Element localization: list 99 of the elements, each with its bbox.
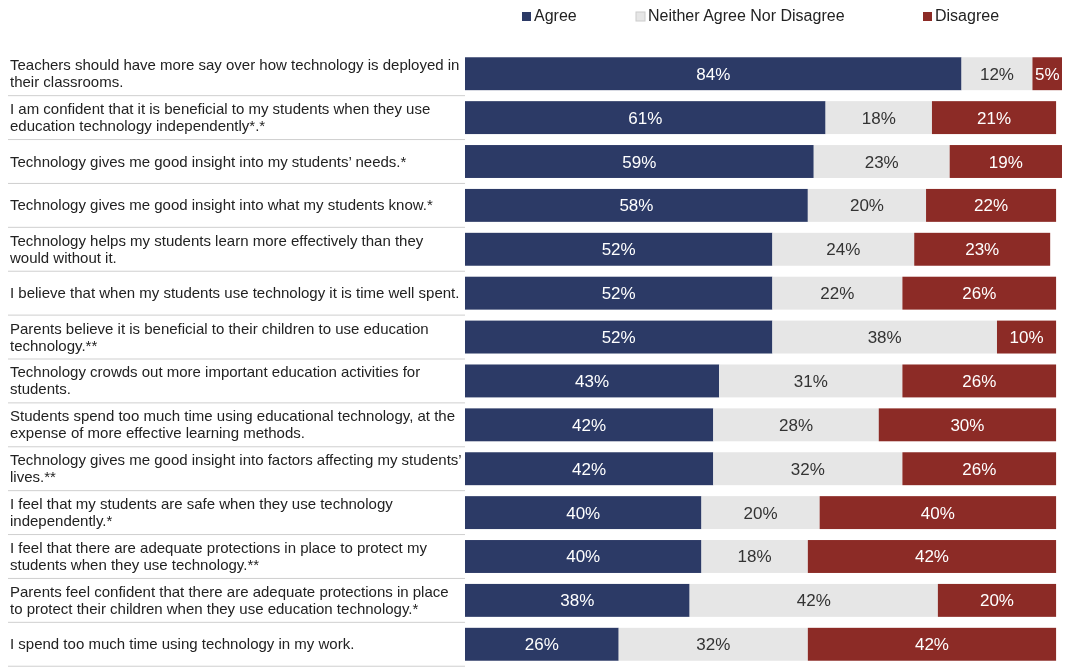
bar	[465, 232, 773, 266]
data-label: 58%	[619, 196, 654, 216]
data-label: 26%	[962, 284, 997, 304]
data-label: 12%	[979, 64, 1014, 84]
y-tick-label: I feel that there are adequate protections in place to protect my students when they use technology.**	[10, 539, 428, 573]
bar	[465, 540, 702, 573]
data-label: 22%	[820, 284, 855, 304]
data-label: 52%	[601, 328, 636, 348]
data-label: 18%	[861, 108, 896, 128]
y-tick-label: Technology gives me good insight into what my students know.*	[10, 196, 433, 214]
data-label: 40%	[920, 503, 955, 523]
bar	[937, 583, 1057, 617]
data-label: 18%	[737, 547, 772, 567]
y-tick-label: Technology helps my students learn more effectively than they would without it.	[9, 231, 424, 266]
bar	[878, 408, 1057, 442]
bar	[465, 452, 714, 486]
data-label: 5%	[1034, 64, 1060, 84]
legend-label: Neither Agree Nor Disagree	[648, 7, 845, 24]
bar	[902, 364, 1057, 398]
data-label: 20%	[849, 196, 884, 216]
bar	[465, 627, 619, 661]
bar	[961, 57, 1033, 91]
data-label: 42%	[572, 459, 607, 479]
bar	[465, 320, 773, 354]
data-label: 42%	[914, 635, 949, 655]
bar	[807, 627, 1057, 661]
bar	[772, 276, 903, 310]
data-label: 38%	[867, 328, 902, 348]
bar	[819, 496, 1057, 530]
y-tick-label: I am confident that it is beneficial to my students when they use education technology independently*.*	[10, 100, 431, 135]
bar	[949, 145, 1062, 178]
data-label: 40%	[566, 503, 601, 523]
bar	[902, 276, 1057, 310]
data-label: 26%	[962, 459, 997, 479]
data-label: 28%	[778, 415, 814, 435]
data-label: 43%	[575, 371, 610, 391]
bar	[689, 583, 938, 617]
data-label: 42%	[572, 415, 607, 435]
data-label: 26%	[524, 635, 559, 655]
data-label: 20%	[979, 591, 1014, 611]
y-tick-label: Parents feel confident that there are adequate protections in place to protect their children when they use education technology.*	[10, 582, 449, 617]
data-label: 38%	[560, 591, 595, 611]
bar	[713, 452, 903, 486]
legend-label: Agree	[534, 7, 577, 24]
data-label: 52%	[601, 240, 636, 260]
data-label: 32%	[696, 635, 731, 655]
data-label: 22%	[974, 196, 1009, 216]
bar	[465, 57, 962, 91]
data-label: 24%	[826, 240, 861, 260]
bar	[465, 583, 690, 617]
data-label: 32%	[790, 459, 825, 479]
y-tick-label: I feel that my students are safe when they use technology independently.*	[10, 495, 394, 530]
data-label: 59%	[622, 152, 657, 172]
y-tick-label: I believe that when my students use technology it is time well spent.	[10, 284, 460, 302]
data-label: 52%	[601, 284, 636, 304]
bar	[719, 364, 903, 398]
y-tick-label: Parents believe it is beneficial to their children to use education technology.**	[10, 319, 429, 354]
bar	[465, 188, 808, 222]
data-label: 23%	[965, 240, 1000, 260]
data-label: 40%	[566, 547, 601, 567]
y-tick-label: Technology gives me good insight into my students’ needs.*	[10, 152, 407, 170]
bar	[465, 276, 773, 310]
bar	[465, 408, 714, 442]
y-tick-label: Technology gives me good insight into factors affecting my students’ lives.**	[10, 451, 462, 486]
data-label: 20%	[743, 503, 778, 523]
bar	[465, 364, 720, 398]
bar	[772, 320, 997, 354]
bar	[813, 145, 950, 178]
bar	[807, 188, 927, 222]
data-label: 21%	[977, 108, 1012, 128]
bar	[772, 232, 915, 266]
data-label: 42%	[914, 547, 949, 567]
bar	[914, 232, 1051, 266]
bar	[807, 540, 1057, 573]
legend-label: Disagree	[935, 7, 1000, 24]
bar	[701, 496, 820, 530]
data-label: 30%	[950, 415, 985, 435]
y-tick-label: Technology crowds out more important education activities for students.	[10, 363, 421, 398]
y-tick-label: Students spend too much time using educational technology, at the expense of more effective learning methods.	[10, 407, 456, 442]
data-label: 26%	[962, 371, 997, 391]
bar	[618, 627, 808, 661]
bar	[931, 101, 1057, 135]
bar	[902, 452, 1057, 486]
y-tick-label: Teachers should have more say over how technology is deployed in their classrooms.	[10, 56, 460, 91]
data-label: 31%	[793, 371, 828, 391]
data-label: 42%	[796, 591, 831, 611]
bar	[926, 188, 1057, 222]
bar	[465, 101, 826, 135]
data-label: 10%	[1009, 328, 1044, 348]
bar	[701, 540, 808, 573]
data-label: 19%	[988, 152, 1023, 172]
bar	[465, 145, 814, 178]
data-label: 61%	[628, 108, 663, 128]
bar	[713, 408, 879, 442]
bar	[465, 496, 702, 530]
data-label: 84%	[696, 64, 731, 84]
y-tick-label: I spend too much time using technology in my work.	[10, 635, 355, 653]
data-label: 23%	[864, 152, 899, 172]
bar	[825, 101, 932, 135]
